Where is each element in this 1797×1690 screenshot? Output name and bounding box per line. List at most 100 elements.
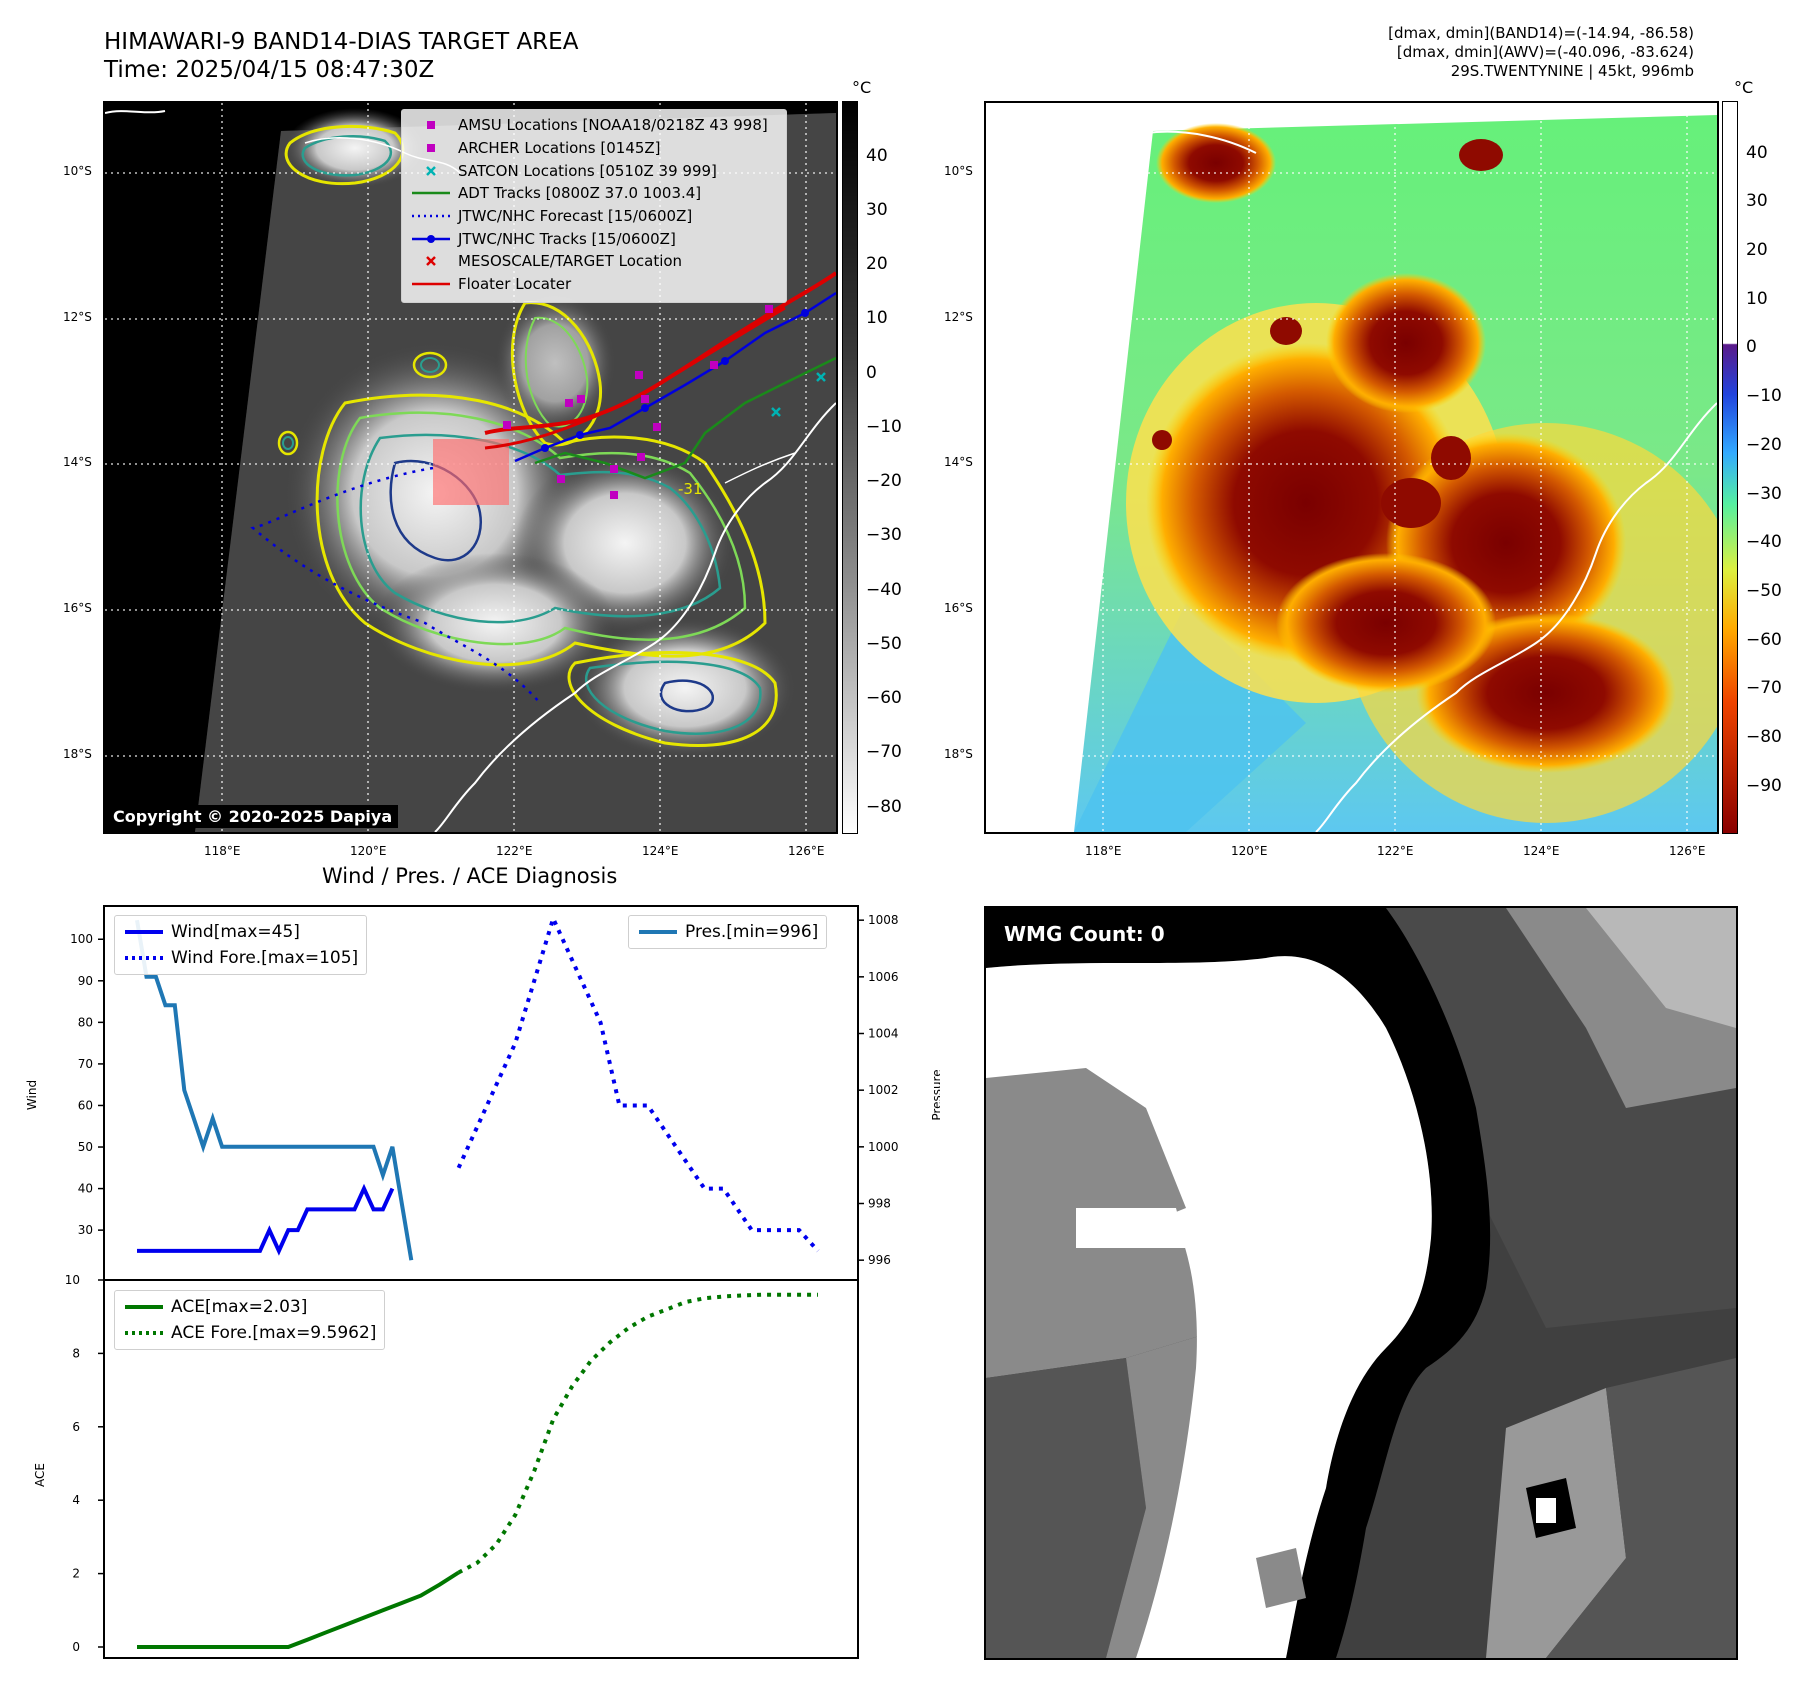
wind-ytick-label: 30	[78, 1223, 93, 1237]
legend-label: Wind[max=45]	[171, 922, 300, 942]
square-marker-icon	[427, 144, 435, 153]
colorbar-tick: −70	[1746, 678, 1782, 698]
ace-ytick-label: 6	[72, 1420, 80, 1434]
pressure-ytick-label: 1008	[868, 913, 899, 927]
pressure-ytick-label: 1006	[868, 970, 899, 984]
series-line-wind-forecast	[456, 912, 820, 1253]
line-marker-icon	[125, 1305, 163, 1309]
dotted-line-icon	[125, 1331, 163, 1335]
legend-label: MESOSCALE/TARGET Location	[458, 252, 683, 271]
legend-item-adt: ADT Tracks [0800Z 37.0 1003.4]	[410, 182, 778, 205]
ir-satellite-map: -31	[103, 101, 838, 834]
contour-label: -31	[678, 480, 703, 498]
colorbar2	[1722, 101, 1738, 834]
lon-label: 124°E	[1523, 844, 1560, 858]
legend-label: AMSU Locations [NOAA18/0218Z 43 998]	[458, 116, 768, 135]
legend-label: ADT Tracks [0800Z 37.0 1003.4]	[458, 184, 702, 203]
pressure-ytick-label: 1002	[868, 1083, 899, 1097]
line-marker-icon	[639, 930, 677, 934]
colorbar2-ticks: 40 30 20 10 0 −10 −20 −30 −40 −50 −60 −7…	[1746, 101, 1796, 834]
info-line2: [dmax, dmin](AWV)=(-40.096, -83.624)	[1396, 43, 1694, 61]
ace-ytick-label: 10	[65, 1273, 80, 1287]
legend-label: JTWC/NHC Tracks [15/0600Z]	[458, 229, 676, 248]
legend-label: Floater Locater	[458, 275, 572, 294]
colorbar-tick: −30	[866, 525, 902, 545]
lon-label: 124°E	[642, 844, 679, 858]
wind-ytick-label: 50	[78, 1140, 93, 1154]
wind-ytick-label: 40	[78, 1182, 93, 1196]
legend-label: ACE[max=2.03]	[171, 1297, 308, 1317]
pressure-ytick-label: 996	[868, 1253, 891, 1267]
wmg-image	[986, 908, 1736, 1658]
series-line-ace	[137, 1570, 460, 1649]
ace-panel-frame	[103, 1279, 859, 1659]
colorbar-tick: −70	[866, 742, 902, 762]
lon-label: 122°E	[1377, 844, 1414, 858]
colorbar-tick: −20	[1746, 435, 1782, 455]
jtwc-forecast-track	[250, 466, 541, 704]
map2-gridlines	[986, 103, 1717, 832]
lat-label: 18°S	[63, 747, 92, 761]
legend-item-target: MESOSCALE/TARGET Location	[410, 250, 778, 273]
info-line3: 29S.TWENTYNINE | 45kt, 996mb	[1450, 62, 1694, 80]
legend-item-wind: Wind[max=45]	[123, 919, 358, 945]
pressure-ytick-label: 998	[868, 1197, 891, 1211]
lon-label: 120°E	[1231, 844, 1268, 858]
figure-title-line1: HIMAWARI-9 BAND14-DIAS TARGET AREA	[104, 29, 579, 55]
colorbar-tick: 20	[866, 254, 888, 274]
colorbar2-unit: °C	[1734, 78, 1754, 97]
figure-title-line2: Time: 2025/04/15 08:47:30Z	[104, 57, 435, 83]
wind-ytick-label: 80	[78, 1015, 93, 1029]
legend-item-satcon: SATCON Locations [0510Z 39 999]	[410, 159, 778, 182]
colorbar-tick: 30	[866, 200, 888, 220]
colorbar1-unit: °C	[852, 78, 872, 97]
legend-item-amsu: AMSU Locations [NOAA18/0218Z 43 998]	[410, 114, 778, 137]
satcon-markers	[771, 372, 826, 417]
colorbar-tick: −80	[866, 797, 902, 817]
awv-color-image	[986, 103, 1717, 832]
lat-label: 16°S	[63, 601, 92, 615]
x-marker-icon	[426, 256, 436, 267]
legend-item-ace-forecast: ACE Fore.[max=9.5962]	[123, 1320, 376, 1346]
target-area-box	[433, 439, 509, 505]
colorbar-tick: 40	[866, 146, 888, 166]
legend-label: Wind Fore.[max=105]	[171, 948, 359, 968]
legend-item-floater: Floater Locater	[410, 273, 778, 296]
legend-label: JTWC/NHC Forecast [15/0600Z]	[458, 207, 693, 226]
map1-legend: AMSU Locations [NOAA18/0218Z 43 998] ARC…	[401, 109, 787, 303]
wind-ytick-label: 60	[78, 1098, 93, 1112]
colorbar1-ticks: 40 30 20 10 0 −10 −20 −30 −40 −50 −60 −7…	[866, 101, 926, 834]
legend-item-wind-forecast: Wind Fore.[max=105]	[123, 945, 358, 971]
line-dot-icon	[412, 234, 450, 243]
legend-label: Pres.[min=996]	[685, 922, 819, 942]
line-marker-icon	[412, 282, 450, 286]
lon-label: 118°E	[1085, 844, 1122, 858]
colorbar-tick: −20	[866, 471, 902, 491]
legend-label: ACE Fore.[max=9.5962]	[171, 1323, 377, 1343]
pressure-ytick-label: 1004	[868, 1027, 899, 1041]
colorbar-tick: −50	[866, 634, 902, 654]
ace-legend: ACE[max=2.03] ACE Fore.[max=9.5962]	[114, 1290, 386, 1350]
dotted-line-icon	[412, 214, 450, 218]
copyright-badge: Copyright © 2020-2025 Dapiya	[107, 805, 399, 828]
wmg-count-label: WMG Count: 0	[1004, 922, 1165, 946]
jtwc-track	[514, 291, 836, 463]
series-line-wind	[137, 1183, 395, 1256]
ace-ytick-label: 2	[72, 1567, 80, 1581]
lat-label: 12°S	[63, 310, 92, 324]
colorbar-tick: −10	[866, 417, 902, 437]
lon-label: 122°E	[496, 844, 533, 858]
lon-label: 126°E	[788, 844, 825, 858]
colorbar-tick: −30	[1746, 484, 1782, 504]
legend-label: ARCHER Locations [0145Z]	[458, 139, 661, 158]
legend-item-pressure: Pres.[min=996]	[637, 919, 818, 945]
colorbar-tick: −90	[1746, 776, 1782, 796]
amsu-archer-markers	[503, 305, 773, 499]
colorbar-tick: −60	[1746, 630, 1782, 650]
diagnosis-chart-title: Wind / Pres. / ACE Diagnosis	[322, 864, 618, 888]
colorbar-tick: 40	[1746, 143, 1768, 163]
pressure-ytick-label: 1000	[868, 1140, 899, 1154]
lat-label: 14°S	[944, 455, 973, 469]
legend-item-archer: ARCHER Locations [0145Z]	[410, 137, 778, 160]
awv-color-map	[984, 101, 1719, 834]
